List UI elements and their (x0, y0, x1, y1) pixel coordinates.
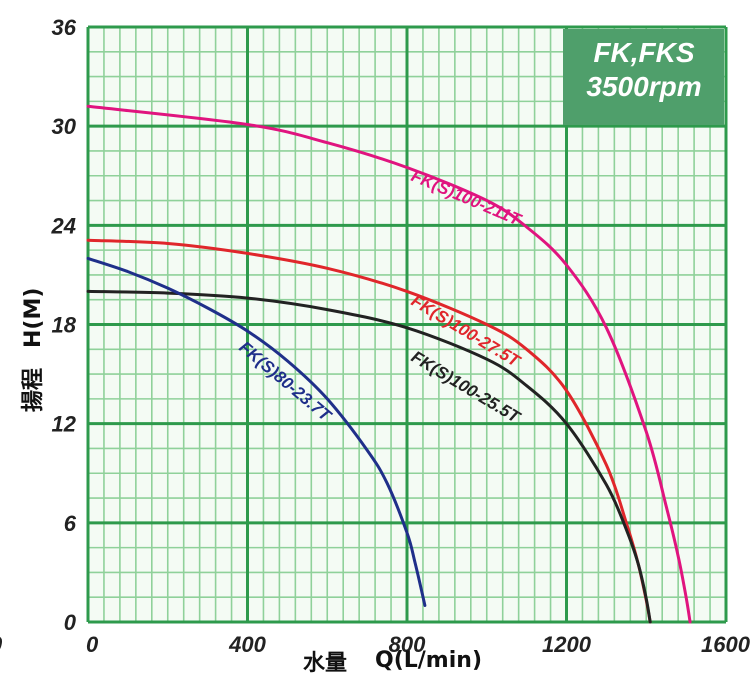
x-axis-title-cjk: 水量 (303, 651, 347, 676)
x-tick-label: 400 (228, 632, 266, 657)
y-tick-label: 6 (64, 511, 77, 536)
badge-model-text: FK,FKS (593, 37, 694, 68)
rpm-badge (563, 29, 724, 125)
x-tick-label: 800 (389, 632, 426, 657)
badge-rpm-text: 3500rpm (586, 71, 701, 102)
y-axis-title: H(M) (21, 288, 46, 348)
y-tick-label: 24 (51, 213, 76, 238)
y-tick-label: 36 (52, 15, 77, 40)
curve-fks-80-23-7t (86, 256, 427, 607)
x-tick-label: 1200 (542, 632, 592, 657)
y-tick-label: 18 (52, 313, 77, 338)
x-tick-label-edge: 0 (0, 632, 3, 657)
y-tick-label: 30 (52, 114, 77, 139)
major-grid (86, 25, 728, 624)
y-tick-label: 0 (64, 610, 77, 635)
curve-fks-100-211t (86, 104, 692, 624)
y-tick-label: 12 (52, 412, 77, 437)
x-axis-title: Q(L/min) (375, 648, 482, 673)
curve-fks-100-25-5t (86, 289, 652, 624)
x-tick-label: 0 (86, 632, 99, 657)
x-tick-label: 1600 (701, 632, 750, 657)
y-axis-title-cjk: 揚程 (20, 368, 46, 412)
